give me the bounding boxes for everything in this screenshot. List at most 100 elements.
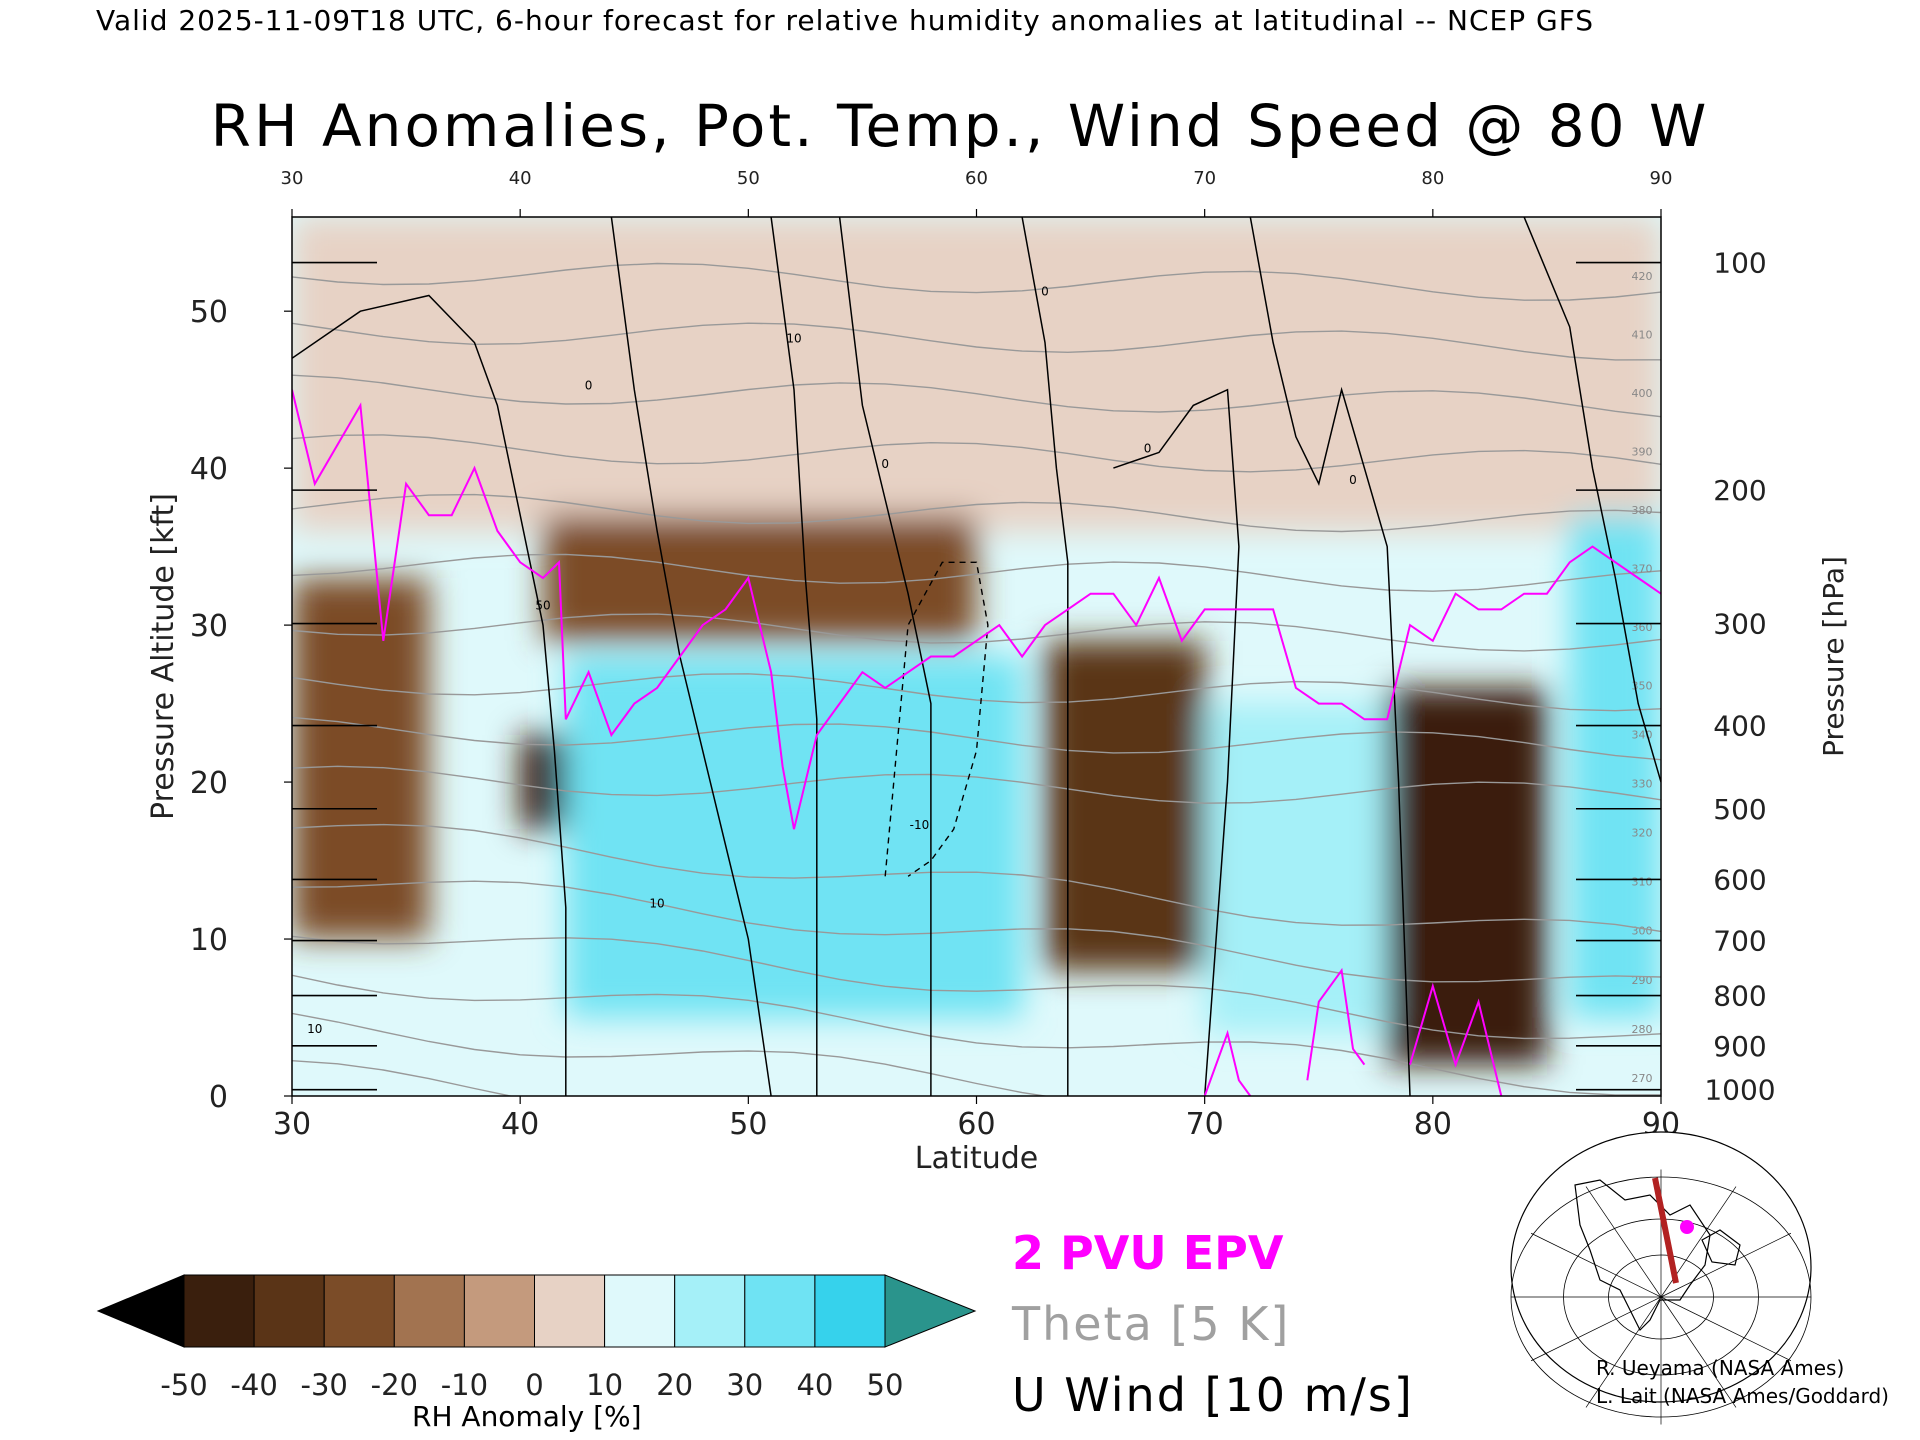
theta-contour: [292, 613, 1661, 652]
theta-label: 270: [1632, 1072, 1653, 1085]
wind-contour-label: 0: [881, 457, 889, 471]
theta-label: 380: [1632, 504, 1653, 517]
theta-label: 390: [1632, 446, 1653, 459]
x-tick-label: 30: [273, 1107, 311, 1142]
colorbar-high-arrow: [884, 1274, 977, 1348]
x-top-tick-label: 50: [737, 168, 760, 189]
colorbar-segment: [463, 1274, 535, 1348]
locator-map: [1510, 1131, 1812, 1425]
x-top-tick-label: 60: [965, 168, 988, 189]
locator-map-group: [1510, 1131, 1812, 1425]
epv-surface-loop: [1409, 982, 1503, 1096]
u-wind-contour: [1249, 217, 1411, 1096]
heatmap-soft-regions: [292, 217, 1661, 1065]
x-top-tick-label: 30: [281, 168, 304, 189]
pressure-axis-label: Pressure [hPa]: [1817, 556, 1850, 757]
theta-contour: [292, 935, 1661, 1040]
x-top-tick-label: 40: [509, 168, 532, 189]
colorbar-segment: [814, 1274, 886, 1348]
u-wind-negative-contour: [884, 561, 989, 877]
y-axis-label: Pressure Altitude [kft]: [146, 493, 181, 820]
theta-label: 420: [1632, 270, 1653, 283]
u-wind-contour: [1113, 388, 1240, 1096]
colorbar-tick-label: -40: [230, 1368, 277, 1402]
map-meridian: [1660, 1296, 1737, 1408]
wind-contour-label: 10: [307, 1022, 322, 1036]
u-wind-contour: [770, 217, 818, 1096]
theta-contour: [292, 765, 1661, 804]
rh-region: [520, 734, 566, 830]
theta-contour: [292, 1012, 1050, 1096]
theta-contour: [292, 974, 1661, 1096]
chart-title: RH Anomalies, Pot. Temp., Wind Speed @ 8…: [210, 92, 1710, 160]
wind-contour-label: 10: [786, 332, 801, 346]
wind-contour-label: 50: [535, 598, 550, 612]
epv-2pvu-line: [292, 389, 1661, 1096]
theta-contour: [292, 880, 1661, 983]
colorbar-tick-label: 0: [525, 1368, 543, 1402]
pressure-tick-label: 900: [1713, 1030, 1766, 1063]
map-coastline-greenland: [1701, 1229, 1741, 1266]
wind-contour-label: 0: [1144, 441, 1152, 455]
x-tick-label: 70: [1186, 1107, 1224, 1142]
colorbar-segment: [744, 1274, 816, 1348]
epv-surface-loop: [1306, 967, 1366, 1081]
colorbar-segment: [674, 1274, 746, 1348]
colorbar-segment: [253, 1274, 325, 1348]
theta-contour: [292, 673, 1661, 712]
x-axis-label: Latitude: [915, 1141, 1038, 1176]
theta-contour: [292, 493, 1661, 533]
y-tick-label: 40: [190, 452, 228, 487]
theta-label: 330: [1632, 778, 1653, 791]
rh-anomaly-heatmap: [292, 217, 1661, 1096]
epv-surface-loop: [1203, 1029, 1252, 1096]
rh-region: [1569, 515, 1661, 1018]
colorbar-segment: [534, 1274, 606, 1348]
x-tick-label: 80: [1414, 1107, 1452, 1142]
theta-label: 400: [1632, 387, 1653, 400]
y-tick-label: 20: [190, 766, 228, 801]
colorbar-tick-label: 20: [656, 1368, 693, 1402]
colorbar-segment: [183, 1274, 255, 1348]
epv-2pvu-curve: [292, 389, 1661, 830]
legend-theta: Theta [5 K]: [1012, 1297, 1291, 1351]
colorbar-tick-label: -10: [441, 1368, 488, 1402]
map-meridian: [1530, 1296, 1662, 1362]
pressure-tick-label: 1000: [1704, 1074, 1775, 1107]
rh-region: [565, 656, 1023, 1018]
theta-label: 350: [1632, 679, 1653, 692]
x-tick-label: 40: [501, 1107, 539, 1142]
theta-label: 370: [1632, 563, 1653, 576]
colorbar-label: RH Anomaly [%]: [412, 1400, 642, 1433]
x-top-tick-label: 90: [1650, 168, 1673, 189]
theta-contour: [292, 374, 1661, 418]
pressure-tick-label: 200: [1713, 474, 1766, 507]
map-meridian: [1660, 1296, 1792, 1362]
wind-contour-label: 10: [649, 897, 664, 911]
u-wind-contour: [838, 217, 932, 1096]
theta-contour: [292, 823, 1661, 933]
wind-contour-label: 0: [1041, 284, 1049, 298]
pressure-tick-label: 300: [1713, 608, 1766, 641]
colorbar-tick-label: -30: [301, 1368, 348, 1402]
rh-region: [292, 217, 1661, 531]
theta-contours: 2702802903003103203303403503603703803904…: [292, 262, 1661, 1096]
map-meridian: [1660, 1232, 1792, 1298]
u-wind-contour: [1523, 217, 1661, 783]
credit-line-1: R. Ueyama (NASA Ames): [1596, 1356, 1845, 1380]
colorbar-tick-label: -50: [160, 1368, 207, 1402]
pressure-tick-label: 100: [1713, 247, 1766, 280]
theta-contour: [292, 716, 1661, 761]
rh-region: [1044, 640, 1205, 971]
map-meridian: [1585, 1296, 1662, 1408]
wind-contour-label: 0: [1349, 473, 1357, 487]
pressure-tick-label: 800: [1713, 980, 1766, 1013]
rh-region: [1204, 703, 1388, 1034]
theta-label: 310: [1632, 876, 1653, 889]
x-tick-label: 60: [957, 1107, 995, 1142]
theta-label: 340: [1632, 729, 1653, 742]
x-top-tick-label: 80: [1421, 168, 1444, 189]
y-tick-label: 0: [209, 1080, 228, 1115]
map-meridian: [1530, 1232, 1662, 1298]
